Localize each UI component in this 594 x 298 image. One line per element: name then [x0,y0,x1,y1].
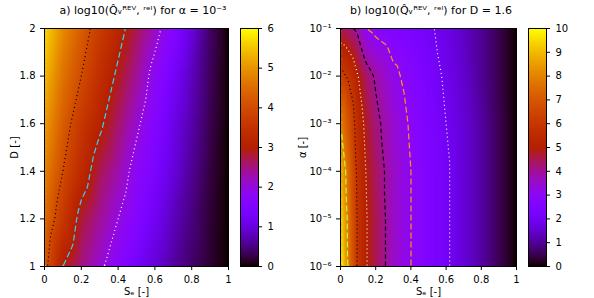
svg-text:1: 1 [29,261,35,272]
svg-text:5: 5 [268,62,274,73]
svg-text:0: 0 [556,261,562,272]
svg-text:10⁻⁶: 10⁻⁶ [309,261,331,272]
svg-text:1.4: 1.4 [20,166,36,177]
svg-text:0.6: 0.6 [147,274,163,285]
html-text:b) log10(Q̂ᵥᴿᴱⱽ, ʳᵉˡ) for D =: b) log10(Q̂ᵥᴿᴱⱽ, ʳᵉˡ) for D = 1.6 [350,4,512,17]
svg-text:10: 10 [556,23,569,34]
svg-text:8: 8 [556,70,562,81]
svg-text:4: 4 [556,166,562,177]
svg-text:1: 1 [513,274,519,285]
svg-text:10⁻⁴: 10⁻⁴ [309,166,331,177]
svg-text:D [-]: D [-] [9,136,20,158]
svg-text:10⁻⁵: 10⁻⁵ [309,213,331,224]
svg-text:Sₑ [-]: Sₑ [-] [124,286,149,297]
svg-text:6: 6 [556,118,562,129]
svg-text:1.6: 1.6 [20,118,36,129]
svg-text:0.8: 0.8 [473,274,489,285]
svg-text:0.6: 0.6 [438,274,454,285]
svg-text:1.2: 1.2 [20,213,36,224]
svg-text:10⁻¹: 10⁻¹ [309,23,331,34]
svg-text:4: 4 [268,102,274,113]
svg-text:1: 1 [556,237,562,248]
svg-text:0: 0 [268,261,274,272]
svg-text:0.4: 0.4 [403,274,419,285]
html-text:a) log10(Q̂ᵥᴿᴱⱽ, ʳᵉˡ) for α =: a) log10(Q̂ᵥᴿᴱⱽ, ʳᵉˡ) for α = 10⁻³ [59,4,227,17]
svg-text:2: 2 [268,181,274,192]
svg-text:5: 5 [556,142,562,153]
svg-text:Sₑ [-]: Sₑ [-] [416,286,441,297]
svg-text:1: 1 [268,221,274,232]
svg-text:0.2: 0.2 [73,274,89,285]
svg-text:0.2: 0.2 [368,274,384,285]
svg-text:1: 1 [225,274,231,285]
svg-text:0.4: 0.4 [110,274,126,285]
svg-text:3: 3 [556,189,562,200]
svg-text:2: 2 [29,23,35,34]
svg-text:3: 3 [268,142,274,153]
svg-text:10⁻²: 10⁻² [309,70,331,81]
svg-text:0: 0 [41,274,47,285]
svg-text:0.8: 0.8 [184,274,200,285]
svg-text:α [-]: α [-] [297,137,308,158]
svg-text:0: 0 [337,274,343,285]
svg-text:2: 2 [556,213,562,224]
svg-text:1.8: 1.8 [20,70,36,81]
svg-text:10⁻³: 10⁻³ [309,118,331,129]
svg-text:6: 6 [268,23,274,34]
svg-text:7: 7 [556,94,562,105]
svg-text:9: 9 [556,47,562,58]
